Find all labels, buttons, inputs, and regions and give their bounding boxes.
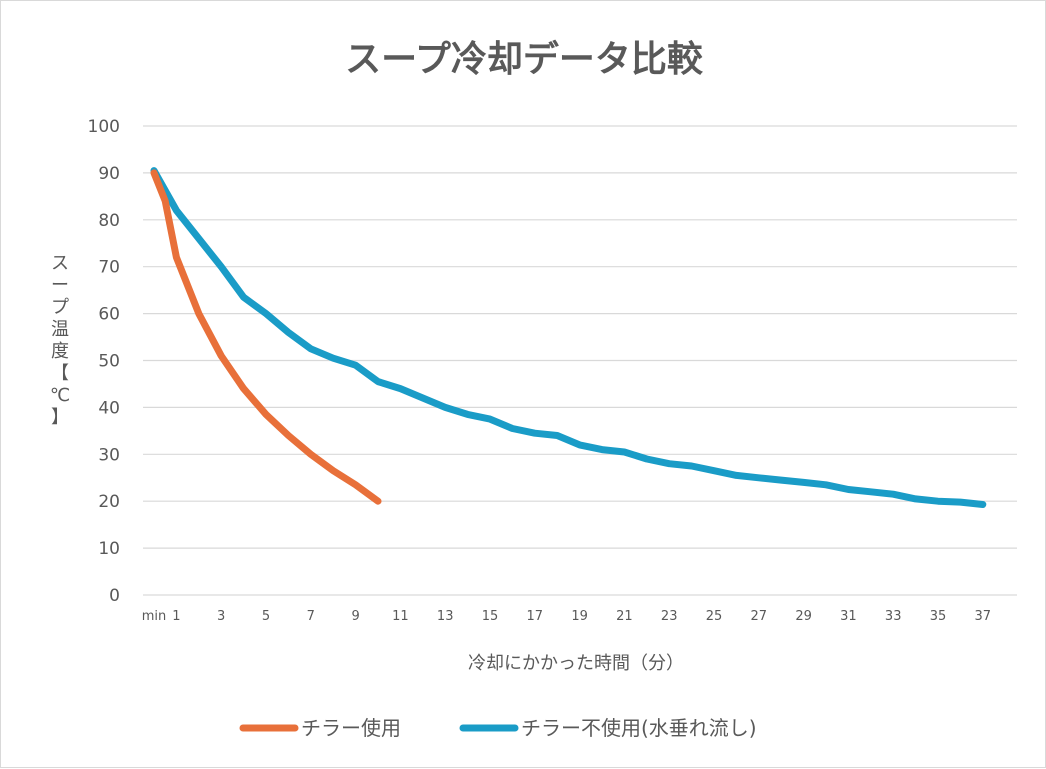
- y-axis-title: スープ温度【℃】: [50, 253, 70, 428]
- y-tick-label: 20: [98, 492, 120, 512]
- x-tick-label: 23: [661, 609, 678, 624]
- y-tick-label: 40: [98, 398, 120, 418]
- y-tick-label: 60: [98, 305, 120, 325]
- x-tick-label: 25: [706, 609, 723, 624]
- x-tick-label: 35: [930, 609, 947, 624]
- y-axis-ticks: 0 10 20 30 40 50 60 70 80 90 100: [88, 117, 120, 606]
- x-tick-label: 1: [172, 609, 180, 624]
- x-tick-label: 15: [482, 609, 499, 624]
- x-axis-ticks: min 1 3 5 7 9 11 13 15 17 19 21 23 25 27 29 31 33 35 37: [142, 609, 991, 624]
- x-tick-label: 3: [217, 609, 225, 624]
- legend-label: チラー不使用(水垂れ流し): [521, 716, 757, 740]
- x-tick-label: 21: [616, 609, 633, 624]
- gridlines: [143, 125, 1017, 596]
- chart-title: スープ冷却データ比較: [345, 38, 704, 80]
- x-tick-label: 29: [795, 609, 812, 624]
- x-tick-label: 27: [751, 609, 768, 624]
- x-tick-label: 9: [351, 609, 359, 624]
- series-line: [150, 169, 382, 505]
- x-tick-label: 11: [392, 609, 409, 624]
- x-tick-label: 17: [527, 609, 544, 624]
- y-tick-label: 10: [98, 539, 120, 559]
- y-tick-label: 0: [109, 586, 120, 606]
- x-tick-label: 33: [885, 609, 902, 624]
- y-tick-label: 80: [98, 211, 120, 231]
- series-line: [150, 167, 987, 508]
- x-tick-label: 19: [571, 609, 588, 624]
- y-tick-label: 50: [98, 352, 120, 372]
- x-tick-label: 5: [262, 609, 270, 624]
- legend-label: チラー使用: [301, 716, 401, 740]
- y-tick-label: 30: [98, 445, 120, 465]
- x-tick-label: 31: [840, 609, 857, 624]
- legend: チラー使用 チラー不使用(水垂れ流し): [239, 716, 757, 740]
- x-tick-label: 37: [975, 609, 992, 624]
- x-tick-label: 13: [437, 609, 454, 624]
- series-layer: [150, 167, 987, 508]
- x-tick-label: 7: [307, 609, 315, 624]
- x-tick-label: min: [142, 609, 167, 624]
- y-tick-label: 70: [98, 258, 120, 278]
- x-axis-title: 冷却にかかった時間（分）: [468, 653, 684, 674]
- y-tick-label: 100: [88, 117, 120, 137]
- y-tick-label: 90: [98, 164, 120, 184]
